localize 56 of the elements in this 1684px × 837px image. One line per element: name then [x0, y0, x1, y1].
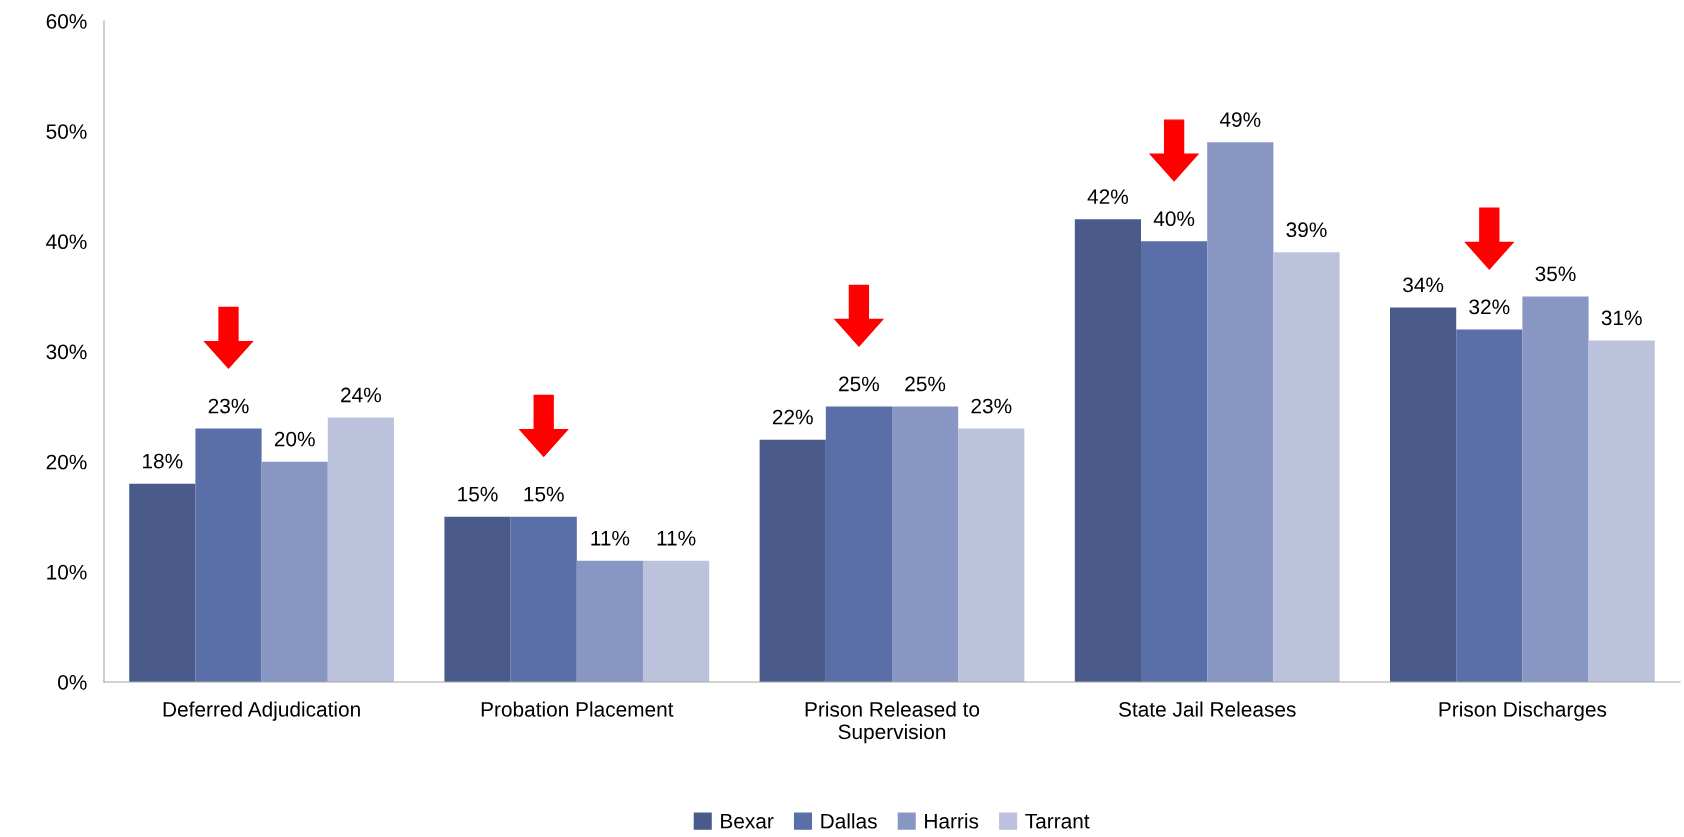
data-label: 25% — [905, 376, 946, 392]
bar — [1456, 329, 1523, 682]
data-label: 15% — [524, 486, 564, 502]
bar — [1207, 142, 1274, 682]
bar — [642, 560, 710, 682]
bar — [1074, 219, 1142, 682]
bar — [1390, 307, 1457, 682]
data-label: 32% — [1469, 299, 1510, 315]
y-tick-label: 20% — [46, 454, 87, 470]
y-tick-label: 60% — [46, 14, 87, 29]
data-label: 22% — [772, 409, 813, 425]
x-tick-label: Prison Released to Supervision — [805, 701, 980, 744]
data-label: 25% — [839, 376, 880, 392]
bar — [1522, 296, 1589, 682]
x-tick-label: Prison Discharges — [1439, 701, 1607, 721]
y-tick-label: 30% — [46, 344, 87, 360]
bar — [1273, 252, 1340, 682]
data-label: 40% — [1153, 211, 1195, 227]
bar — [1141, 241, 1208, 682]
legend-label: Tarrant — [1025, 814, 1090, 829]
bar — [825, 406, 892, 682]
data-label: 24% — [341, 387, 381, 403]
bar — [759, 439, 826, 682]
data-label: 23% — [971, 398, 1012, 414]
legend-label: Dallas — [821, 813, 877, 829]
data-label: 15% — [458, 486, 498, 502]
data-label: 49% — [1219, 112, 1261, 127]
bar — [327, 417, 394, 682]
bar — [129, 483, 196, 682]
bar — [576, 560, 643, 682]
bar — [958, 428, 1025, 682]
data-label: 18% — [143, 453, 183, 469]
data-label: 39% — [1286, 222, 1327, 238]
data-label: 11% — [657, 530, 696, 546]
bar — [510, 516, 577, 682]
y-tick-label: 10% — [47, 564, 87, 580]
bar — [1588, 340, 1655, 682]
data-label: 11% — [591, 530, 630, 546]
data-label: 35% — [1535, 266, 1576, 282]
data-label: 20% — [274, 431, 315, 447]
data-label: 42% — [1087, 189, 1129, 204]
y-tick-label: 0% — [58, 675, 87, 690]
y-tick-label: 50% — [46, 124, 87, 139]
bar — [261, 461, 328, 682]
legend-label: Harris — [925, 813, 979, 829]
x-tick-label: Probation Placement — [481, 701, 674, 717]
data-label: 23% — [208, 398, 249, 414]
bar — [892, 406, 959, 682]
x-tick-label: Deferred Adjudication — [163, 701, 360, 721]
data-label: 34% — [1403, 277, 1444, 293]
legend-label: Bexar — [721, 814, 774, 829]
bar — [195, 428, 262, 682]
bar — [444, 516, 511, 682]
y-tick-label: 40% — [46, 234, 87, 250]
data-label: 31% — [1601, 310, 1642, 326]
x-tick-label: State Jail Releases — [1118, 701, 1296, 717]
